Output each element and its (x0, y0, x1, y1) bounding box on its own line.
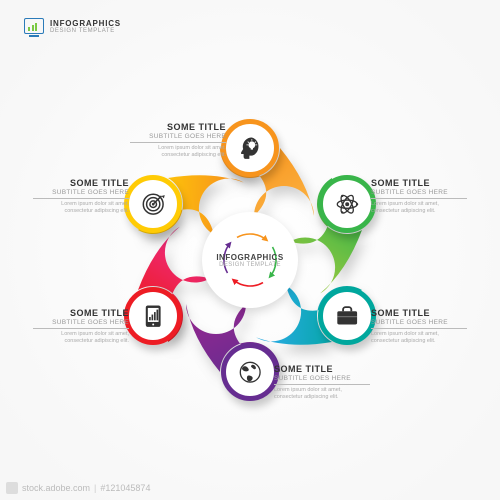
caption-body: Lorem ipsum dolor sit amet, consectetur … (371, 331, 467, 346)
caption-title: SOME TITLE (371, 308, 467, 318)
center-title: INFOGRAPHICS (216, 253, 283, 262)
caption-body: Lorem ipsum dolor sit amet, consectetur … (33, 201, 129, 216)
caption-title: SOME TITLE (371, 178, 467, 188)
infographic-stage: INFOGRAPHICS DESIGN TEMPLATE (0, 0, 500, 500)
node-circle (318, 175, 376, 233)
caption-subtitle: SUBTITLE GOES HERE (371, 189, 467, 196)
globe-icon (237, 359, 263, 385)
node-circle (124, 175, 182, 233)
caption: SOME TITLE SUBTITLE GOES HERE Lorem ipsu… (274, 364, 370, 402)
briefcase-icon (334, 303, 360, 329)
node-circle (221, 119, 279, 177)
caption-body: Lorem ipsum dolor sit amet, consectetur … (274, 387, 370, 402)
caption-title: SOME TITLE (274, 364, 370, 374)
center-hub: INFOGRAPHICS DESIGN TEMPLATE (202, 212, 298, 308)
target-icon (140, 191, 166, 217)
head-bulb-icon (237, 135, 263, 161)
caption-body: Lorem ipsum dolor sit amet, consectetur … (371, 201, 467, 216)
caption: SOME TITLE SUBTITLE GOES HERE Lorem ipsu… (371, 178, 467, 216)
atom-icon (334, 191, 360, 217)
caption-body: Lorem ipsum dolor sit amet, consectetur … (130, 145, 226, 160)
caption-subtitle: SUBTITLE GOES HERE (274, 375, 370, 382)
caption-subtitle: SUBTITLE GOES HERE (33, 319, 129, 326)
caption-body: Lorem ipsum dolor sit amet, consectetur … (33, 331, 129, 346)
caption: SOME TITLE SUBTITLE GOES HERE Lorem ipsu… (130, 122, 226, 160)
node-circle (124, 287, 182, 345)
node-circle (318, 287, 376, 345)
caption-subtitle: SUBTITLE GOES HERE (33, 189, 129, 196)
caption-title: SOME TITLE (130, 122, 226, 132)
caption: SOME TITLE SUBTITLE GOES HERE Lorem ipsu… (33, 178, 129, 216)
tablet-chart-icon (140, 303, 166, 329)
caption: SOME TITLE SUBTITLE GOES HERE Lorem ipsu… (371, 308, 467, 346)
caption-subtitle: SUBTITLE GOES HERE (130, 133, 226, 140)
center-subtitle: DESIGN TEMPLATE (219, 262, 281, 268)
caption-title: SOME TITLE (33, 308, 129, 318)
caption-title: SOME TITLE (33, 178, 129, 188)
caption-subtitle: SUBTITLE GOES HERE (371, 319, 467, 326)
node-circle (221, 343, 279, 401)
caption: SOME TITLE SUBTITLE GOES HERE Lorem ipsu… (33, 308, 129, 346)
